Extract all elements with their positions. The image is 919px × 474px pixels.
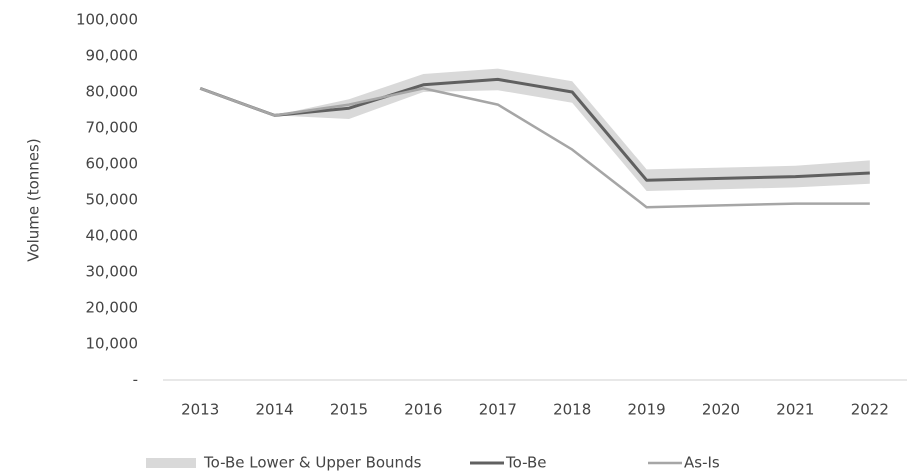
x-tick-label: 2014 bbox=[256, 401, 294, 419]
legend-label: To-Be Lower & Upper Bounds bbox=[203, 454, 422, 472]
y-tick-label: 100,000 bbox=[76, 11, 138, 29]
x-tick-label: 2015 bbox=[330, 401, 368, 419]
legend-label: To-Be bbox=[505, 454, 546, 472]
x-tick-label: 2020 bbox=[702, 401, 740, 419]
y-tick-label: - bbox=[133, 371, 138, 389]
y-tick-label: 80,000 bbox=[86, 83, 139, 101]
x-tick-label: 2021 bbox=[776, 401, 814, 419]
x-tick-label: 2016 bbox=[404, 401, 442, 419]
y-axis-label: Volume (tonnes) bbox=[25, 138, 43, 261]
y-tick-label: 90,000 bbox=[86, 47, 139, 65]
x-tick-label: 2018 bbox=[553, 401, 591, 419]
bounds-band bbox=[200, 68, 870, 191]
x-tick-label: 2013 bbox=[181, 401, 219, 419]
y-tick-label: 40,000 bbox=[86, 227, 139, 245]
y-tick-label: 50,000 bbox=[86, 191, 139, 209]
y-tick-label: 30,000 bbox=[86, 263, 139, 281]
x-tick-label: 2022 bbox=[851, 401, 889, 419]
x-tick-label: 2019 bbox=[628, 401, 666, 419]
series-line bbox=[199, 77, 870, 182]
y-tick-label: 60,000 bbox=[86, 155, 139, 173]
y-tick-label: 70,000 bbox=[86, 119, 139, 137]
series-line bbox=[199, 87, 870, 209]
y-tick-label: 20,000 bbox=[86, 299, 139, 317]
legend-swatch bbox=[146, 458, 196, 468]
legend-label: As-Is bbox=[684, 454, 720, 472]
y-tick-label: 10,000 bbox=[86, 335, 139, 353]
x-tick-label: 2017 bbox=[479, 401, 517, 419]
